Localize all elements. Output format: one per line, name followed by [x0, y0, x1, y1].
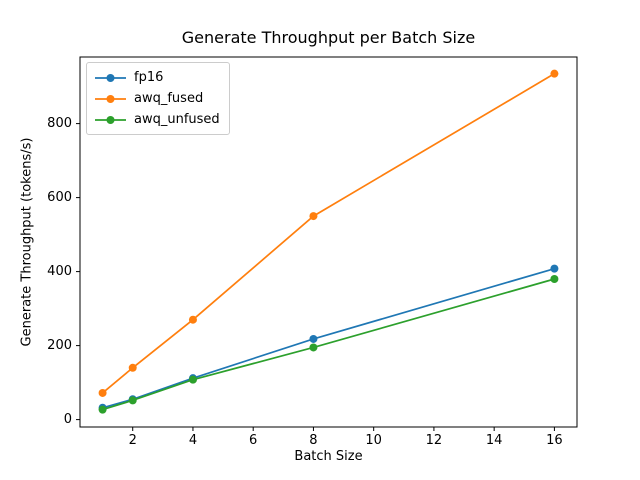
- data-point-marker-fp16: [550, 264, 559, 273]
- plot-frame: [79, 56, 578, 428]
- y-tick-label: 0: [64, 412, 72, 427]
- data-point-marker-awq_unfused: [128, 396, 137, 405]
- line-marker-icon: [95, 115, 126, 124]
- data-point-marker-awq_unfused: [550, 275, 559, 283]
- data-point-marker-awq_fused: [188, 315, 197, 324]
- x-tick-label: 4: [189, 433, 197, 448]
- data-point-marker-awq_unfused: [188, 375, 197, 384]
- y-tick-label: 400: [47, 264, 72, 279]
- y-axis-label: Generate Throughput (tokens/s): [19, 137, 35, 347]
- line-marker-icon: [95, 73, 126, 82]
- series-line-awq_unfused: [101, 278, 556, 411]
- x-tick-label: 8: [309, 433, 317, 448]
- data-point-marker-awq_unfused: [309, 343, 318, 352]
- legend-item-fp16: fp16: [94, 67, 220, 88]
- legend-item-label: awq_unfused: [134, 112, 220, 127]
- line-marker-icon: [95, 94, 126, 103]
- data-point-marker-awq_fused: [98, 388, 107, 397]
- x-tick-label: 10: [365, 433, 382, 448]
- legend-item-awq-fused: awq_fused: [94, 88, 220, 109]
- x-tick-label: 12: [426, 433, 443, 448]
- legend-item-label: fp16: [134, 70, 164, 85]
- x-tick-label: 2: [129, 433, 137, 448]
- legend-item-awq-unfused: awq_unfused: [94, 109, 220, 130]
- x-tick-label: 14: [486, 433, 503, 448]
- y-tick-label: 800: [47, 116, 72, 131]
- y-tick-label: 200: [47, 338, 72, 353]
- x-tick-label: 16: [546, 433, 563, 448]
- y-tick-label: 600: [47, 190, 72, 205]
- data-point-marker-awq_fused: [128, 363, 137, 372]
- legend: fp16 awq_fused awq_unfused: [86, 62, 230, 135]
- x-tick-label: 6: [249, 433, 257, 448]
- data-point-marker-awq_unfused: [98, 405, 107, 414]
- legend-item-label: awq_fused: [134, 91, 204, 106]
- x-axis-label: Batch Size: [294, 449, 363, 464]
- data-point-marker-awq_fused: [309, 212, 318, 221]
- data-point-marker-fp16: [309, 334, 318, 343]
- data-point-marker-awq_fused: [550, 69, 559, 78]
- chart-title: Generate Throughput per Batch Size: [181, 28, 476, 47]
